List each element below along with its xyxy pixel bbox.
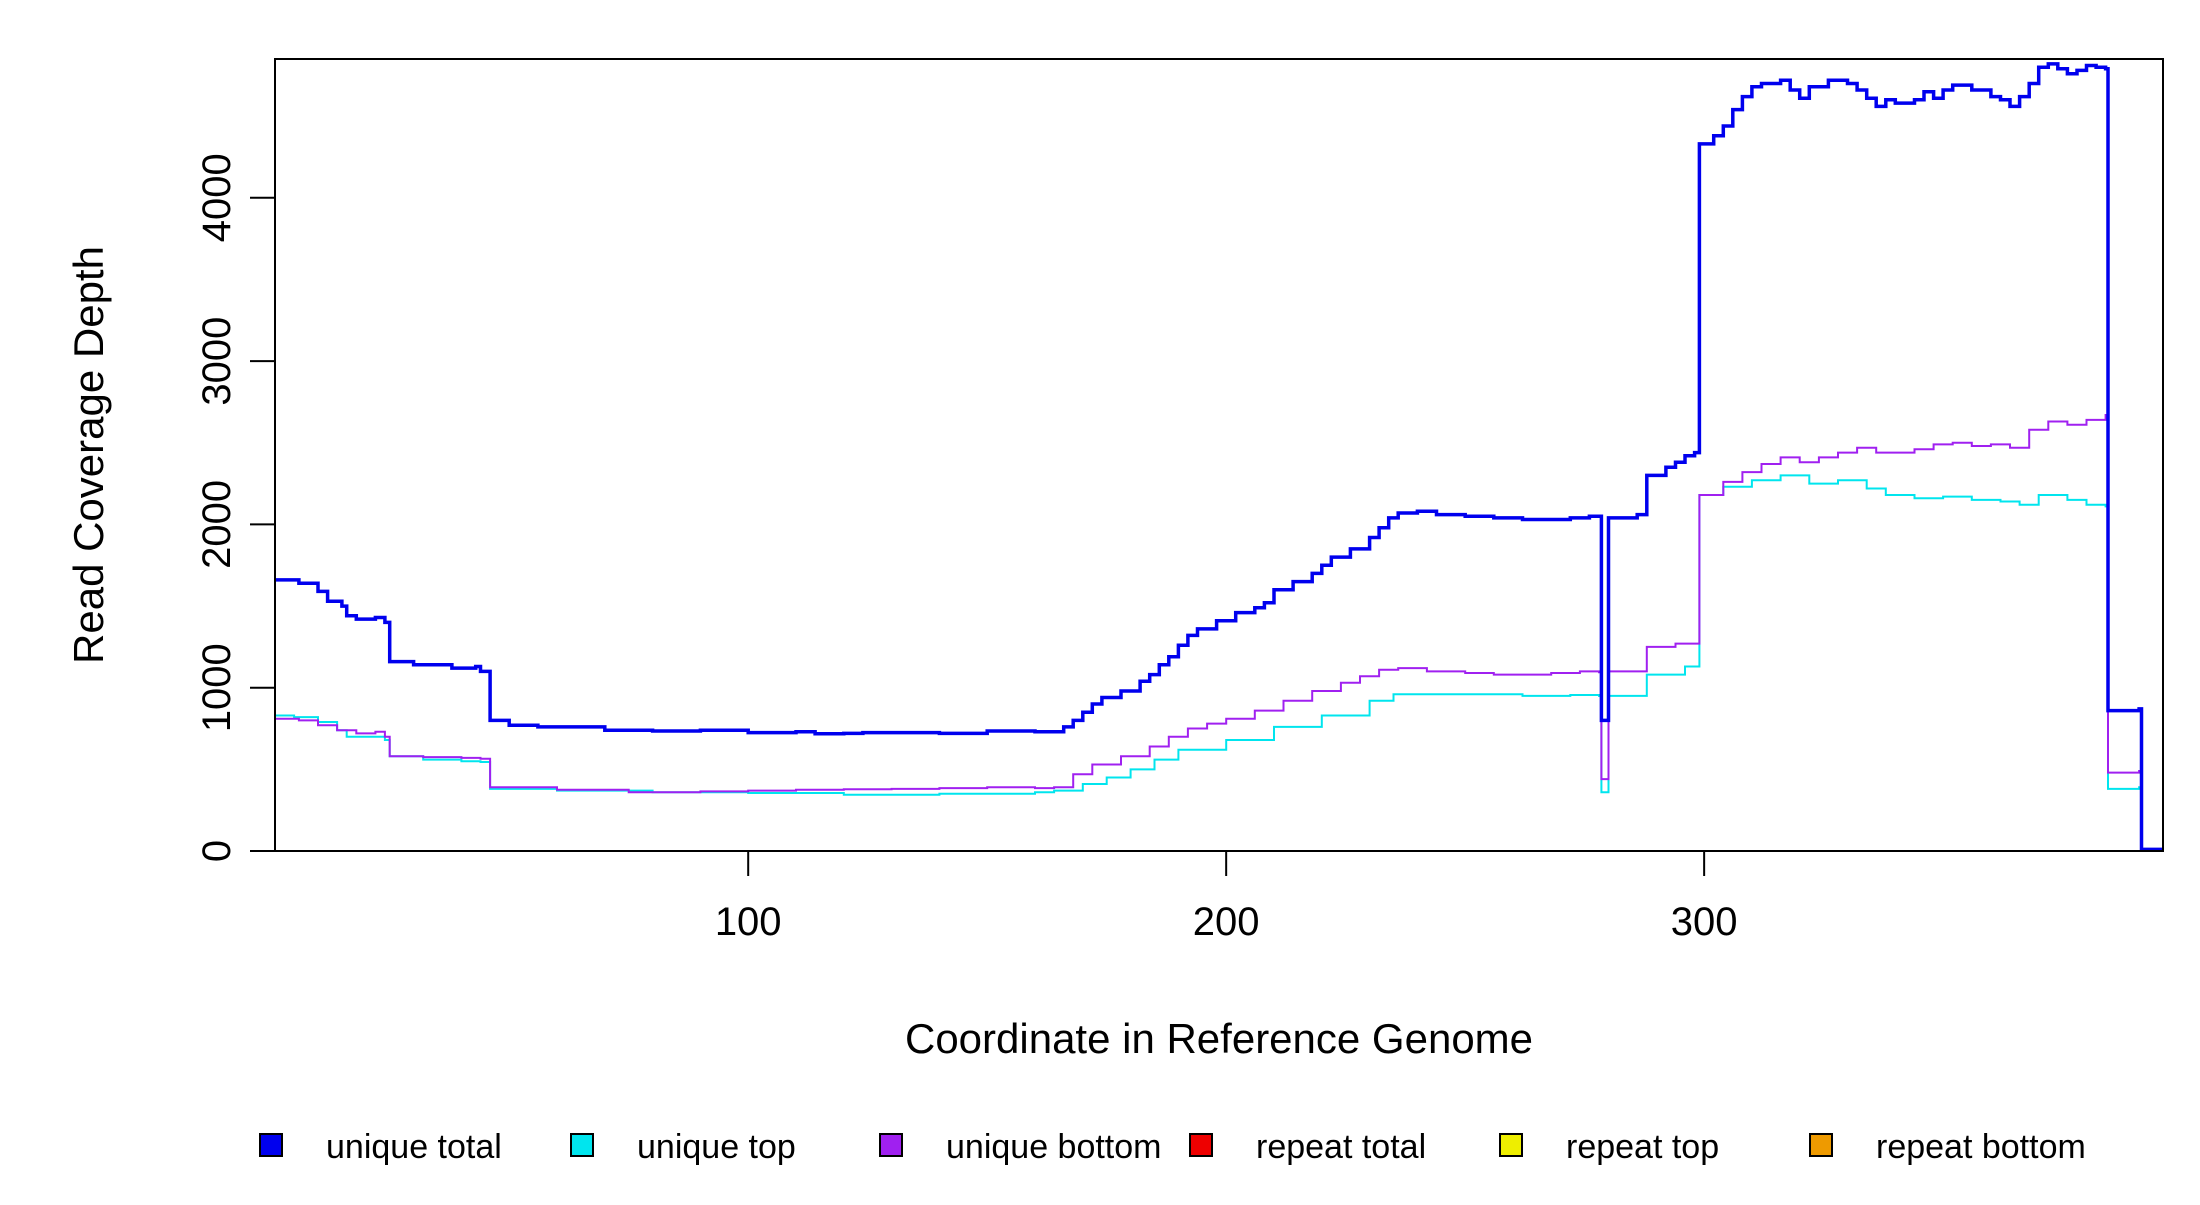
legend-item: repeat bottom xyxy=(1809,1128,2086,1166)
plot-frame xyxy=(274,58,2164,852)
legend-item: unique top xyxy=(570,1128,796,1166)
legend-swatch xyxy=(1809,1133,1833,1157)
legend-label: unique total xyxy=(326,1128,502,1166)
legend-label: repeat top xyxy=(1566,1128,1719,1166)
y-tick-label: 0 xyxy=(195,840,239,862)
y-tick-label: 3000 xyxy=(195,317,239,406)
legend-swatch xyxy=(259,1133,283,1157)
legend-label: repeat bottom xyxy=(1876,1128,2086,1166)
x-axis-title: Coordinate in Reference Genome xyxy=(905,1015,1533,1062)
y-tick-label: 4000 xyxy=(195,153,239,242)
legend-item: unique bottom xyxy=(879,1128,1162,1166)
series-layer xyxy=(275,62,2163,852)
legend-swatch xyxy=(1499,1133,1523,1157)
y-tick-label: 2000 xyxy=(195,480,239,569)
legend-swatch xyxy=(570,1133,594,1157)
legend-swatch xyxy=(879,1133,903,1157)
x-tick-label: 300 xyxy=(1671,900,1738,944)
series-line-unique-total xyxy=(275,62,2163,852)
legend: unique total unique top unique bottom repea… xyxy=(259,1128,2086,1166)
y-axis: 0 1000 2000 3000 4000 xyxy=(195,153,275,862)
x-tick-label: 100 xyxy=(715,900,782,944)
legend-label: unique top xyxy=(637,1128,796,1166)
y-axis-title: Read Coverage Depth xyxy=(65,246,112,664)
legend-item: unique total xyxy=(259,1128,502,1166)
x-axis: 100 200 300 xyxy=(715,851,1738,944)
series-line-unique-top xyxy=(275,474,2163,852)
y-tick-label: 1000 xyxy=(195,643,239,732)
x-tick-label: 200 xyxy=(1193,900,1260,944)
legend-item: repeat total xyxy=(1189,1128,1426,1166)
legend-label: repeat total xyxy=(1256,1128,1426,1166)
legend-swatch xyxy=(1189,1133,1213,1157)
legend-label: unique bottom xyxy=(946,1128,1162,1166)
legend-item: repeat top xyxy=(1499,1128,1719,1166)
series-line-unique-bottom xyxy=(275,414,2163,852)
